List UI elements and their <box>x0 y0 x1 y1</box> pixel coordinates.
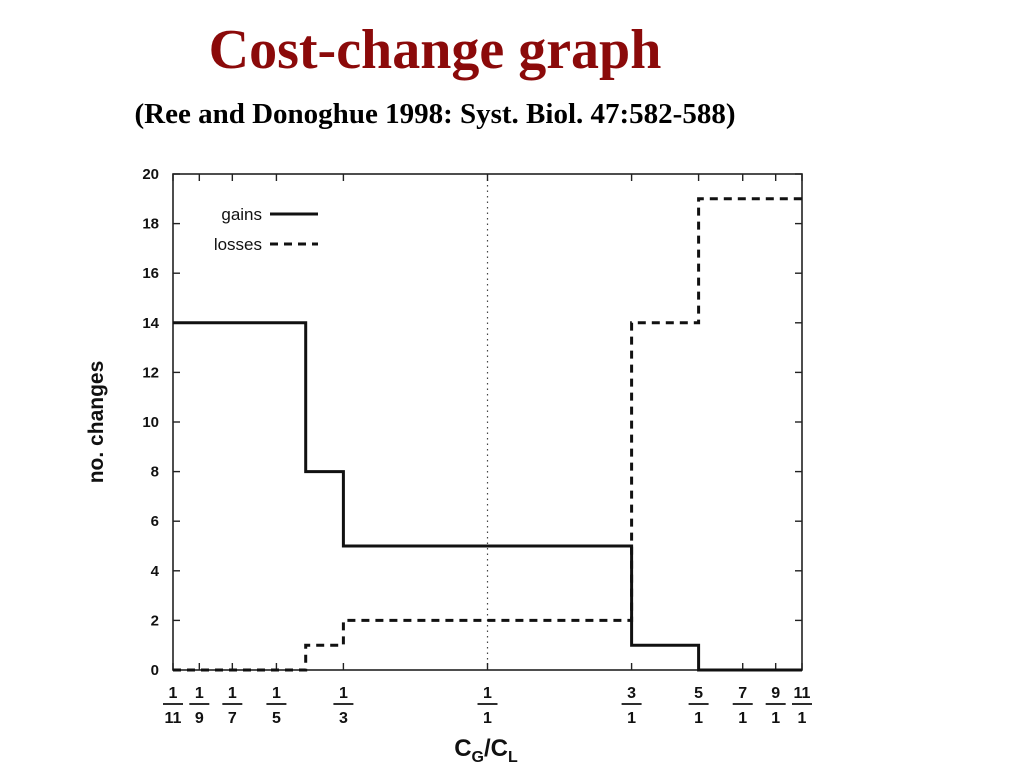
x-tick-numerator: 7 <box>738 685 747 702</box>
y-axis-label: no. changes <box>85 361 108 484</box>
y-tick-label: 0 <box>151 662 159 679</box>
x-tick-denominator: 1 <box>771 710 780 727</box>
x-tick-denominator: 7 <box>228 710 237 727</box>
x-tick-denominator: 3 <box>339 710 348 727</box>
x-tick-numerator: 1 <box>228 685 237 702</box>
x-axis-label-part: C <box>454 735 471 762</box>
x-tick-denominator: 9 <box>195 710 204 727</box>
x-tick-numerator: 1 <box>169 685 178 702</box>
legend-label-gains: gains <box>221 205 262 224</box>
x-tick-numerator: 1 <box>195 685 204 702</box>
x-tick-numerator: 5 <box>694 685 703 702</box>
x-tick-denominator: 1 <box>627 710 636 727</box>
x-tick-denominator: 11 <box>165 710 182 727</box>
legend-label-losses: losses <box>214 235 262 254</box>
y-tick-label: 2 <box>151 612 159 629</box>
x-axis-label-part: G <box>472 749 484 766</box>
y-tick-label: 16 <box>142 265 159 282</box>
x-tick-numerator: 9 <box>771 685 780 702</box>
series-gains-line <box>173 321 802 672</box>
x-tick-denominator: 1 <box>483 710 492 727</box>
y-tick-label: 12 <box>142 364 159 381</box>
x-axis-label: CG/CL <box>454 735 518 766</box>
x-tick-denominator: 1 <box>694 710 703 727</box>
y-tick-label: 8 <box>151 464 159 481</box>
x-tick-numerator: 11 <box>794 685 811 702</box>
x-tick-numerator: 1 <box>339 685 348 702</box>
x-axis-label-part: /C <box>484 735 508 762</box>
y-tick-label: 10 <box>142 414 159 431</box>
x-tick-numerator: 3 <box>627 685 636 702</box>
x-tick-denominator: 1 <box>738 710 747 727</box>
slide-title: Cost-change graph <box>208 19 662 81</box>
x-tick-denominator: 1 <box>798 710 807 727</box>
y-tick-label: 20 <box>142 166 159 183</box>
x-tick-denominator: 5 <box>272 710 281 727</box>
slide-subtitle: (Ree and Donoghue 1998: Syst. Biol. 47:5… <box>134 98 736 130</box>
x-axis-label-part: L <box>508 749 518 766</box>
y-tick-label: 18 <box>142 216 159 233</box>
y-tick-label: 6 <box>151 513 159 530</box>
x-tick-numerator: 1 <box>272 685 281 702</box>
y-tick-label: 14 <box>142 315 159 332</box>
y-tick-label: 4 <box>151 563 160 580</box>
x-tick-numerator: 1 <box>483 685 492 702</box>
series-losses-line <box>173 197 802 672</box>
